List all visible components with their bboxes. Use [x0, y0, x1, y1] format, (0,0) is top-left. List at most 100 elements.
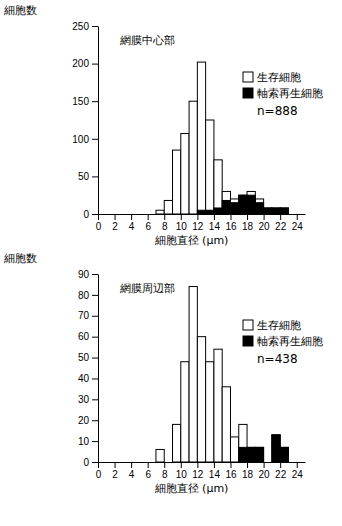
- histogram-bar: [197, 62, 205, 214]
- histogram-bar: [255, 447, 263, 462]
- tick-mark: [92, 399, 98, 400]
- tick-label: 40: [78, 373, 90, 384]
- tick-label: 20: [259, 221, 271, 232]
- histogram-bar: [214, 462, 222, 463]
- axis-line: [99, 462, 306, 463]
- tick-mark: [148, 214, 149, 220]
- histogram-bar: [222, 191, 230, 214]
- legend-label: 生存細胞: [257, 319, 301, 332]
- histogram-bar: [206, 120, 214, 214]
- y-axis-title: 細胞数: [3, 252, 37, 265]
- tick: 20: [78, 415, 98, 426]
- histogram-bar: [230, 203, 238, 214]
- tick-label: 90: [78, 269, 90, 280]
- tick-mark: [197, 462, 198, 468]
- histogram-bar: [255, 203, 263, 214]
- histogram-bar: [173, 424, 181, 462]
- tick-label: 10: [78, 436, 90, 447]
- axis-line: [98, 27, 99, 215]
- histogram-bar: [164, 214, 172, 215]
- tick-label: 14: [209, 221, 221, 232]
- bars: [156, 62, 288, 214]
- tick: 50: [78, 171, 98, 182]
- legend-swatch: [243, 72, 253, 82]
- tick: 150: [72, 96, 98, 107]
- tick: 60: [78, 331, 98, 342]
- tick-label: 4: [129, 469, 135, 480]
- legend-label: 軸索再生細胞: [257, 87, 323, 100]
- histogram-bar: [247, 447, 255, 462]
- tick-mark: [115, 214, 116, 220]
- tick: 16: [225, 462, 237, 480]
- annotation: n=438: [257, 352, 298, 366]
- x-axis: 024681012141618202224: [96, 214, 306, 232]
- tick-mark: [214, 214, 215, 220]
- tick: 6: [145, 462, 151, 480]
- histogram-bar: [239, 195, 247, 214]
- histogram-bar: [206, 362, 214, 462]
- tick-label: 200: [72, 58, 89, 69]
- chart-panel: 0102030405060708090024681012141618202224…: [3, 252, 323, 495]
- tick: 24: [292, 214, 304, 232]
- histogram-bar: [181, 362, 189, 462]
- tick-label: 100: [72, 134, 89, 145]
- tick: 10: [176, 462, 188, 480]
- tick-label: 18: [242, 469, 254, 480]
- tick: 2: [112, 462, 118, 480]
- histogram-bar: [156, 214, 164, 215]
- tick-label: 22: [275, 221, 287, 232]
- tick-mark: [214, 462, 215, 468]
- histogram-bar: [222, 200, 230, 214]
- tick-mark: [148, 462, 149, 468]
- x-axis-title: 細胞直径 (μm): [154, 234, 229, 247]
- tick: 50: [78, 352, 98, 363]
- tick: 8: [162, 462, 168, 480]
- axis-line: [99, 214, 306, 215]
- tick-label: 14: [209, 469, 221, 480]
- tick-label: 8: [162, 469, 168, 480]
- histogram-bar: [156, 462, 164, 463]
- tick-label: 16: [225, 221, 237, 232]
- tick-mark: [247, 462, 248, 468]
- histogram-bar: [230, 199, 238, 214]
- tick: 80: [78, 290, 98, 301]
- bars: [156, 287, 288, 462]
- tick-label: 4: [129, 221, 135, 232]
- tick-mark: [181, 462, 182, 468]
- tick-label: 150: [72, 96, 89, 107]
- tick: 18: [242, 462, 254, 480]
- tick-mark: [92, 316, 98, 317]
- tick-mark: [92, 26, 98, 27]
- tick-mark: [280, 462, 281, 468]
- tick-mark: [247, 214, 248, 220]
- tick-label: 20: [259, 469, 271, 480]
- tick-mark: [92, 214, 98, 215]
- histogram-bar: [264, 462, 272, 463]
- tick-label: 60: [78, 331, 90, 342]
- axis-line: [98, 275, 99, 463]
- tick-label: 24: [292, 221, 304, 232]
- histogram-bar: [197, 462, 205, 463]
- legend: 生存細胞軸索再生細胞: [243, 319, 323, 348]
- tick-mark: [197, 214, 198, 220]
- histogram-bar: [214, 160, 222, 214]
- histogram-bar: [222, 462, 230, 463]
- tick-label: 10: [176, 469, 188, 480]
- tick: 90: [78, 269, 98, 280]
- chart-title: 網膜中心部: [119, 34, 175, 47]
- tick: 200: [72, 58, 98, 69]
- histogram-bar: [280, 447, 288, 462]
- tick-mark: [92, 441, 98, 442]
- tick: 12: [192, 462, 204, 480]
- tick-label: 50: [78, 171, 90, 182]
- tick-label: 2: [112, 469, 118, 480]
- histogram-bar: [181, 214, 189, 215]
- histogram-bar: [247, 195, 255, 214]
- x-axis: 024681012141618202224: [96, 462, 306, 480]
- y-axis-title: 細胞数: [3, 4, 37, 17]
- tick-label: 0: [83, 457, 89, 468]
- tick-mark: [98, 214, 99, 220]
- tick: 10: [176, 214, 188, 232]
- tick-mark: [92, 378, 98, 379]
- tick-label: 16: [225, 469, 237, 480]
